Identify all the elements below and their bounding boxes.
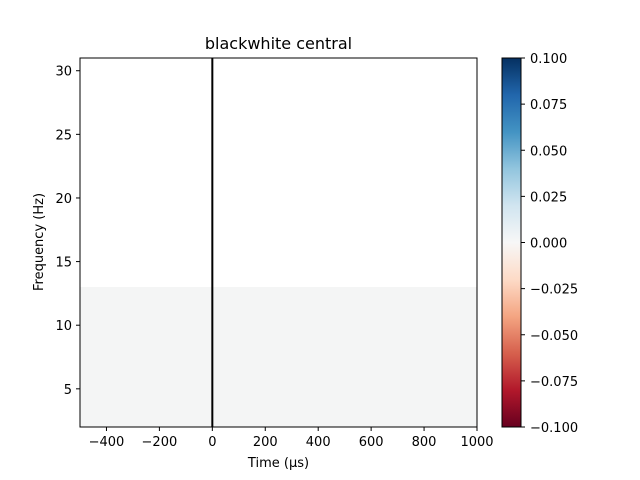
colorbar-tick-label: 0.100 <box>530 52 567 67</box>
heatmap-region-0 <box>80 287 477 427</box>
y-axis-label: Frequency (Hz) <box>32 193 47 291</box>
colorbar-tick-label: −0.075 <box>530 375 578 390</box>
x-tick-label: 200 <box>253 435 278 450</box>
x-tick-label: −200 <box>142 435 178 450</box>
x-tick-label: −400 <box>89 435 125 450</box>
colorbar-tick-label: 0.000 <box>530 237 567 252</box>
colorbar-axis: 0.100 0.075 0.050 0.025 0.000 −0.025 −0.050 −0.… <box>521 52 578 436</box>
colorbar-tick-label: 0.025 <box>530 190 567 205</box>
y-tick-label: 25 <box>55 128 72 143</box>
heatmap-region-1 <box>80 58 477 288</box>
y-tick-label: 15 <box>55 256 72 271</box>
x-tick-label: 800 <box>412 435 437 450</box>
colorbar-tick-label: −0.100 <box>530 421 578 436</box>
x-axis: −400 −200 0 200 400 600 800 1000 <box>89 427 494 450</box>
colorbar-tick-label: −0.025 <box>530 283 578 298</box>
y-axis: 5 10 15 20 25 30 <box>55 65 80 398</box>
y-tick-label: 20 <box>55 192 72 207</box>
plot-frame <box>79 57 478 428</box>
x-tick-label: 600 <box>359 435 384 450</box>
x-tick-label: 1000 <box>460 435 493 450</box>
colorbar-tick-label: 0.050 <box>530 144 567 159</box>
x-axis-label: Time (μs) <box>247 456 309 471</box>
colorbar <box>501 57 522 428</box>
y-tick-label: 5 <box>64 383 72 398</box>
y-tick-label: 10 <box>55 319 72 334</box>
colorbar-tick-label: 0.075 <box>530 98 567 113</box>
x-tick-label: 400 <box>306 435 331 450</box>
plot-area <box>80 58 477 427</box>
chart-title: blackwhite central <box>205 34 352 53</box>
y-tick-label: 30 <box>55 65 72 80</box>
x-tick-label: 0 <box>208 435 216 450</box>
colorbar-tick-label: −0.050 <box>530 329 578 344</box>
